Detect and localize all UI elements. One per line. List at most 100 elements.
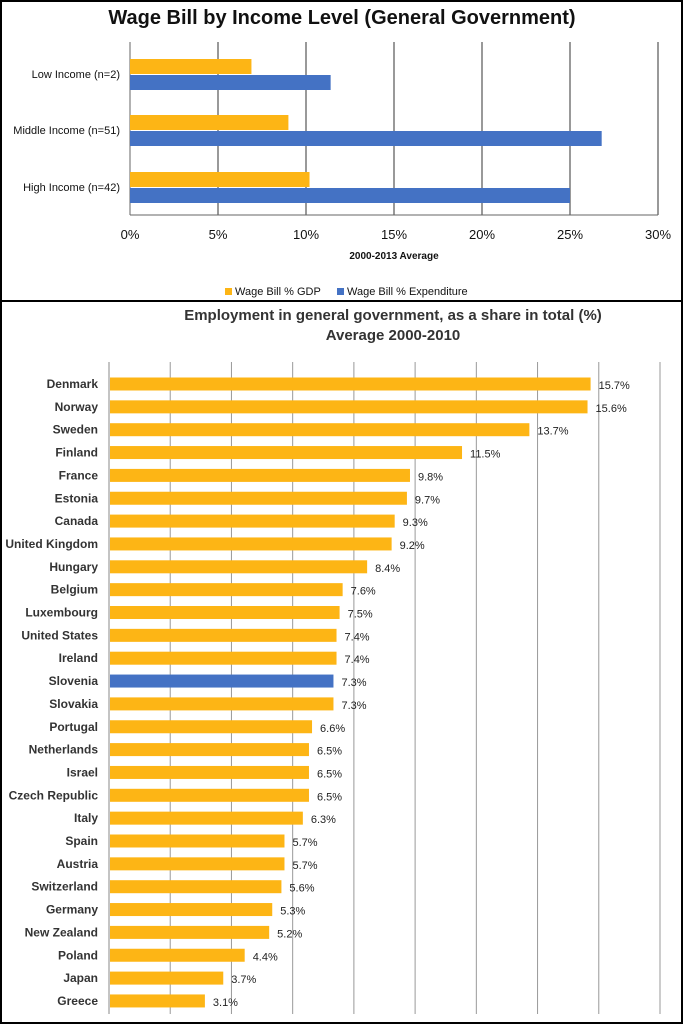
data-label: 6.5% (317, 768, 342, 780)
bar (110, 446, 463, 460)
data-label: 3.1% (213, 997, 238, 1009)
category-label: Estonia (55, 491, 99, 505)
bar (110, 628, 337, 642)
category-label: New Zealand (25, 925, 98, 939)
bar (110, 400, 588, 414)
x-tick-label: 0.1 (348, 1021, 360, 1022)
x-tick-label: 0.1 (287, 1021, 299, 1022)
x-tick-label: 25% (557, 227, 583, 242)
data-label: 9.7% (415, 494, 440, 506)
category-label: Denmark (47, 377, 99, 391)
x-tick-label: 0.2 (654, 1021, 666, 1022)
category-label: Norway (55, 400, 99, 414)
bar (110, 948, 245, 962)
data-label: 6.5% (317, 791, 342, 803)
x-tick-label: 0.0 (226, 1021, 238, 1022)
data-label: 5.2% (277, 928, 302, 940)
bar (110, 491, 407, 505)
wage-bill-chart-panel: Wage Bill by Income Level (General Gover… (0, 0, 683, 302)
category-label: Belgium (51, 583, 98, 597)
data-label: 6.5% (317, 746, 342, 758)
data-label: 6.3% (311, 814, 336, 826)
category-label: Germany (46, 903, 98, 917)
category-label: Italy (74, 811, 98, 825)
data-label: 8.4% (375, 563, 400, 575)
data-label: 5.6% (289, 883, 314, 895)
category-label: United Kingdom (5, 537, 98, 551)
category-label: Austria (57, 857, 99, 871)
x-tick-label: 0.0 (165, 1021, 177, 1022)
x-tick-label: 30% (645, 227, 671, 242)
data-label: 5.3% (280, 906, 305, 918)
category-label: Hungary (49, 560, 98, 574)
bar (110, 971, 224, 985)
data-label: 4.4% (253, 951, 278, 963)
bar (110, 468, 410, 482)
category-label: Canada (55, 514, 99, 528)
bar (110, 811, 303, 825)
category-label: Slovakia (49, 697, 98, 711)
x-tick-label: 15% (381, 227, 407, 242)
x-tick-label: 0.1 (593, 1021, 605, 1022)
data-label: 7.5% (348, 609, 373, 621)
bar (110, 423, 530, 437)
bar (110, 674, 334, 688)
bar (110, 834, 285, 848)
category-label: Middle Income (n=51) (13, 125, 120, 137)
data-label: 15.6% (596, 403, 627, 415)
category-label: Luxembourg (25, 606, 98, 620)
bar (110, 925, 270, 939)
bar (110, 857, 285, 871)
category-label: Poland (58, 948, 98, 962)
data-label: 9.8% (418, 471, 443, 483)
category-label: Finland (55, 446, 98, 460)
legend-swatch (225, 288, 232, 295)
data-label: 3.7% (231, 974, 256, 986)
x-tick-label: 0% (121, 227, 140, 242)
data-label: 9.3% (403, 517, 428, 529)
legend-label: Wage Bill % GDP (235, 286, 321, 298)
category-label: Sweden (53, 423, 98, 437)
x-tick-label: 20% (469, 227, 495, 242)
bar (130, 131, 602, 146)
category-label: Greece (57, 994, 98, 1008)
data-label: 7.3% (341, 677, 366, 689)
x-tick-label: 0.1 (471, 1021, 483, 1022)
legend-swatch (337, 288, 344, 295)
category-label: Ireland (59, 651, 98, 665)
data-label: 7.3% (341, 700, 366, 712)
category-label: Netherlands (29, 743, 99, 757)
category-label: Switzerland (31, 880, 98, 894)
data-label: 11.5% (470, 449, 501, 461)
data-label: 9.2% (400, 540, 425, 552)
category-label: Slovenia (49, 674, 99, 688)
bar (110, 994, 205, 1008)
bar (110, 720, 313, 734)
category-label: Israel (67, 765, 98, 779)
chart-title: Wage Bill by Income Level (General Gover… (108, 7, 575, 29)
x-axis-label: 2000-2013 Average (349, 251, 439, 262)
bar (110, 903, 273, 917)
category-label: Spain (65, 834, 98, 848)
bar (110, 651, 337, 665)
bar (110, 514, 395, 528)
data-label: 5.7% (292, 860, 317, 872)
bar (110, 765, 309, 779)
bar (110, 560, 368, 574)
bar (110, 537, 392, 551)
data-label: 7.4% (345, 654, 370, 666)
chart-subtitle: Average 2000-2010 (326, 327, 461, 344)
x-tick-label: 10% (293, 227, 319, 242)
category-label: France (59, 468, 99, 482)
data-label: 13.7% (537, 426, 568, 438)
wage-bill-chart: Wage Bill by Income Level (General Gover… (13, 7, 671, 298)
bar (110, 377, 591, 391)
category-label: Czech Republic (9, 788, 99, 802)
bar (110, 880, 282, 894)
employment-chart: Employment in general government, as a s… (5, 307, 666, 1022)
legend-label: Wage Bill % Expenditure (347, 286, 468, 298)
data-label: 6.6% (320, 723, 345, 735)
data-label: 15.7% (599, 380, 630, 392)
employment-chart-panel: Employment in general government, as a s… (0, 300, 683, 1024)
bar (130, 188, 570, 203)
